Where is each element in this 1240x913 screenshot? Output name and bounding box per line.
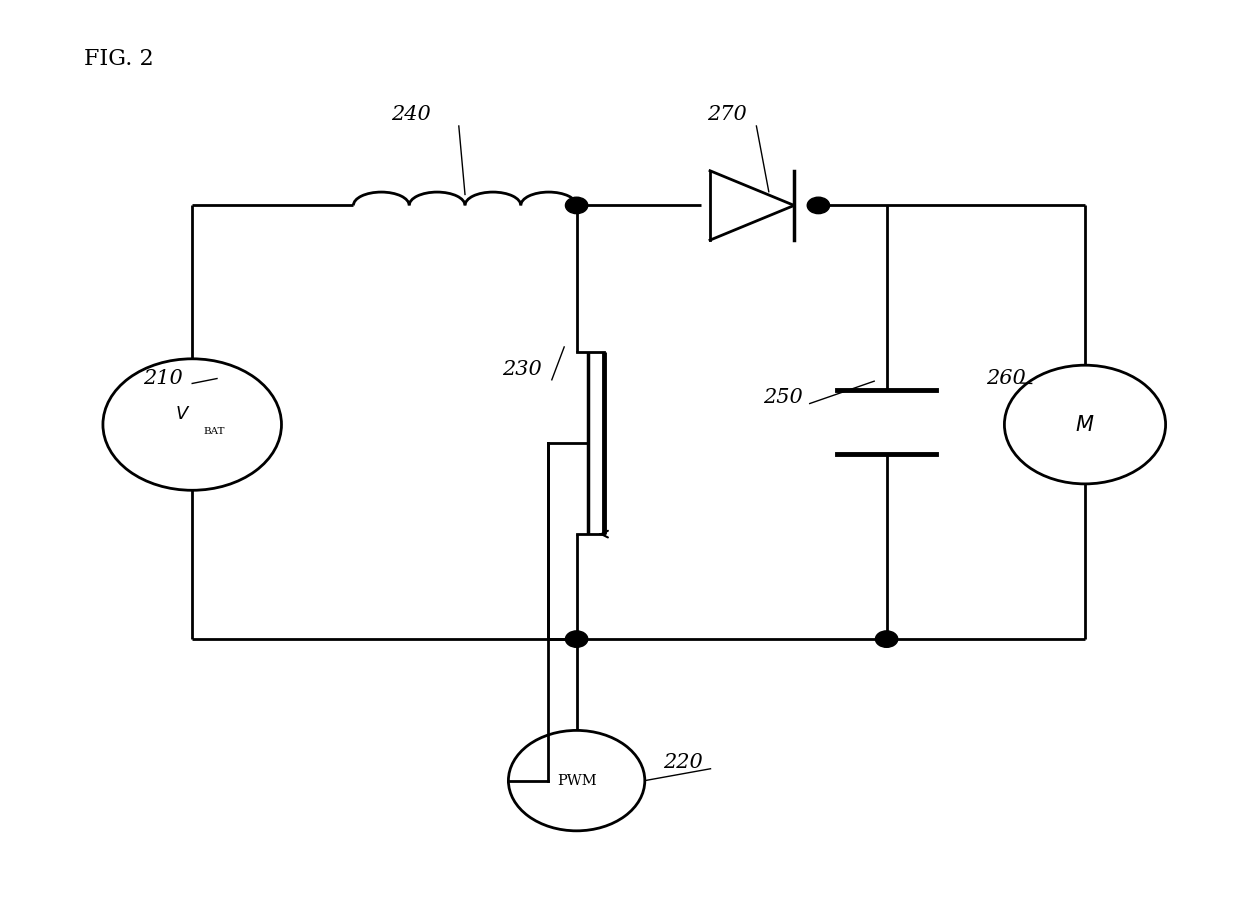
Text: $V$: $V$ [175,404,190,423]
Text: 250: 250 [763,388,802,406]
Circle shape [565,631,588,647]
Text: 270: 270 [707,105,746,123]
Text: BAT: BAT [203,427,226,436]
Text: $M$: $M$ [1075,415,1095,435]
Circle shape [875,631,898,647]
Text: 240: 240 [391,105,430,123]
Text: 260: 260 [986,370,1025,388]
Circle shape [565,197,588,214]
Text: 230: 230 [502,361,542,379]
Text: PWM: PWM [557,773,596,788]
Circle shape [807,197,830,214]
Text: 210: 210 [143,370,182,388]
Text: FIG. 2: FIG. 2 [84,48,154,70]
Text: 220: 220 [663,753,703,771]
